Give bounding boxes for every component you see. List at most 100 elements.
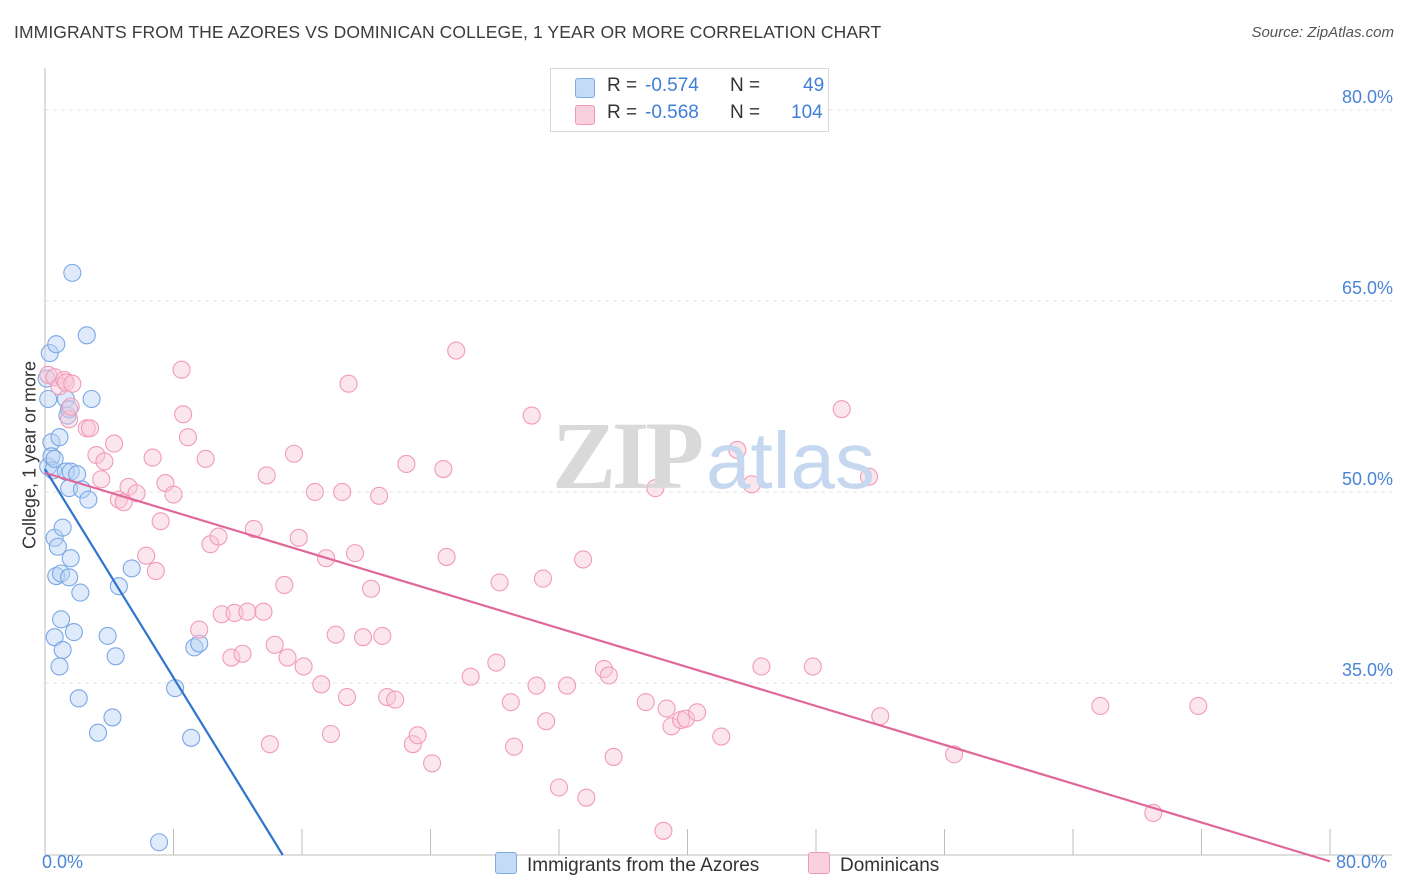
legend-r-label: R = [607,75,638,96]
azores-point [79,490,98,509]
dominican-point [688,703,707,722]
y-axis-label: College, 1 year or more [19,360,40,550]
dominican-point [209,527,228,546]
dominican-point [370,486,389,505]
dominican-point [654,821,673,840]
azores-point [98,626,117,645]
dominican-point [423,754,442,773]
dominican-point [164,485,183,504]
dominican-point [294,657,313,676]
dominican-point [728,440,747,459]
dominican-point [574,550,593,569]
azores-point [64,623,83,642]
y-tick-label: 80.0% [1341,87,1393,107]
azores-point [40,344,59,363]
dominican-point [284,444,304,463]
dominican-point [95,452,114,471]
azores-point [149,833,169,852]
dominican-point [178,428,198,447]
dominican-point [257,466,276,485]
dominican-point [676,709,695,728]
legend-n-value: 104 [791,102,823,123]
dominican-point [174,405,193,424]
azores-point [190,634,209,653]
dominican-point [712,727,731,746]
dominican-point [657,699,676,718]
dominican-point [196,449,215,468]
dominican-point [599,666,618,685]
legend-swatch-dominicans [575,105,595,125]
dominican-point [490,573,509,592]
dominican-point [752,657,771,676]
chart-title: IMMIGRANTS FROM THE AZORES VS DOMINICAN … [14,22,882,42]
dominican-point [345,544,365,563]
dominican-point [278,648,297,667]
dominican-point [353,628,373,647]
dominican-point [61,397,80,416]
dominican-point [1091,696,1110,716]
bottom-legend-azores: Immigrants from the Azores [495,852,759,877]
azores-point [48,537,67,556]
dominican-point [403,735,422,754]
legend-label-azores: Immigrants from the Azores [527,855,760,876]
dominican-point [56,373,75,392]
dominican-point [151,512,170,531]
y-tick-label: 35.0% [1341,660,1393,680]
dominican-point [244,519,263,538]
dominican-point [527,676,546,695]
dominican-point [537,712,556,731]
dominican-point [326,625,345,644]
dominican-point [434,459,453,479]
x-tick-label: 0.0% [42,852,84,872]
dominican-trend-line [44,471,1331,863]
x-tick-label: 80.0% [1336,852,1388,872]
dominican-point [321,724,340,744]
azores-point [53,640,72,659]
azores-point [182,728,201,747]
y-tick-label: 65.0% [1341,278,1393,298]
dominican-point [577,788,596,807]
azores-point [52,610,71,629]
azores-point [82,389,101,409]
dominican-point [275,575,294,595]
azores-point [50,657,69,676]
dominican-point [92,470,111,489]
dominican-point [260,735,279,754]
dominican-point [386,690,405,709]
dominican-point [137,546,156,565]
dominican-point [172,360,191,379]
azores-point [71,583,90,602]
legend-r-value: -0.568 [645,102,699,123]
y-tick-label: 50.0% [1341,469,1393,489]
azores-point [122,559,141,578]
dominican-point [146,561,165,580]
azores-trend-line [44,468,284,856]
dominican-point [408,726,427,745]
dominican-point [646,479,665,498]
dominican-point [225,603,244,623]
azores-point [45,449,64,468]
dominican-point [222,648,241,667]
dominican-point [312,675,331,694]
azores-point [69,689,88,708]
azores-point [103,708,122,727]
dominican-point [265,635,284,654]
azores-point [53,518,72,537]
dominican-point [305,482,324,502]
dominican-point [254,602,273,621]
watermark: ZIPatlas [552,400,875,511]
dominican-point [143,448,162,467]
dominican-point [832,400,851,419]
dominican-point [190,620,209,639]
legend-label-dominicans: Dominicans [840,855,940,876]
azores-point [63,263,82,282]
azores-point [45,628,64,647]
azores-point [39,389,58,409]
legend-swatch-azores [575,78,595,98]
watermark-zip: ZIP [552,402,704,509]
azores-point [47,566,66,586]
dominican-point [557,676,577,695]
legend-r-value: -0.574 [645,75,699,96]
dominican-point [487,653,506,672]
